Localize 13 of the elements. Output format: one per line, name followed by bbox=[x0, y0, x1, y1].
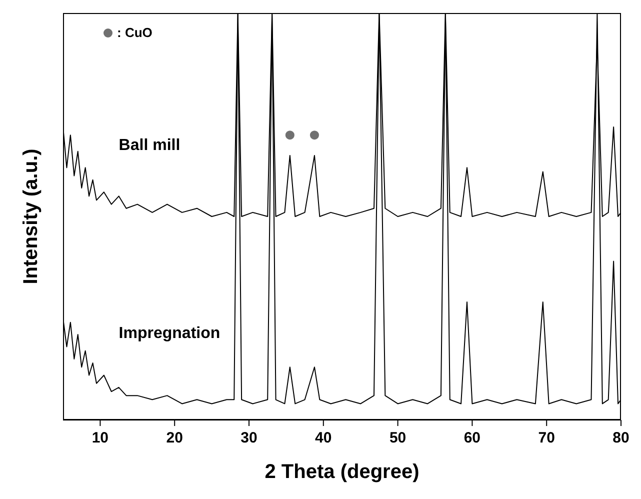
x-tick-label: 50 bbox=[389, 430, 406, 447]
x-tick-label: 40 bbox=[315, 430, 332, 447]
text: Ball mill bbox=[118, 137, 180, 156]
x-tick-label: 70 bbox=[538, 430, 555, 447]
legend-label: : CuO bbox=[117, 25, 152, 40]
series-label: Impregnation bbox=[118, 324, 220, 343]
x-tick-label: 10 bbox=[92, 430, 109, 447]
y-axis-title: Intensity (a.u.) bbox=[20, 148, 42, 284]
x-tick-label: 20 bbox=[166, 430, 183, 447]
x-axis-title: 2 Theta (degree) bbox=[264, 461, 420, 483]
x-tick-label: 80 bbox=[612, 430, 630, 447]
x-tick-label: 30 bbox=[240, 430, 258, 447]
x-tick-label: 60 bbox=[464, 430, 481, 447]
